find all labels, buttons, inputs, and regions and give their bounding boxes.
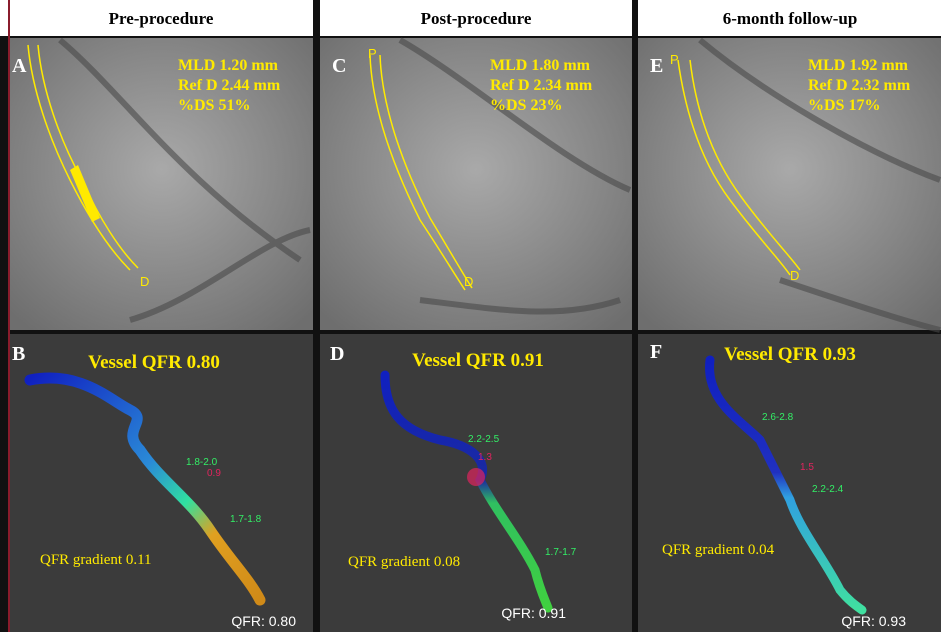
segment-label: 2.2-2.5 [468, 434, 500, 445]
vessel-qfr: Vessel QFR 0.93 [724, 344, 856, 365]
segment-label: 2.2-2.4 [812, 484, 844, 495]
separator [313, 0, 320, 632]
measurement: Ref D 2.34 mm [490, 77, 593, 94]
panel-letter: F [650, 341, 662, 363]
segment-label: 2.6-2.8 [762, 412, 794, 423]
segment-label: 1.3 [478, 452, 492, 463]
qfr-gradient: QFR gradient 0.08 [348, 554, 460, 570]
measurement: %DS 23% [490, 97, 562, 114]
panel-letter: E [650, 55, 663, 77]
measurement: MLD 1.80 mm [490, 57, 591, 74]
separator [632, 0, 638, 632]
vessel-marker: P [368, 46, 377, 61]
final-qfr: QFR: 0.91 [501, 605, 566, 621]
figure: Pre-procedure A D MLD 1.20 mm Ref D 2.44 mm%… [0, 0, 941, 632]
column-header: 6-month follow-up [723, 9, 858, 28]
panel-letter: A [12, 55, 27, 77]
measurement: Ref D 2.32 mm [808, 77, 911, 94]
vessel-marker: D [464, 274, 473, 289]
segment-label: 1.8-2.0 [186, 457, 218, 468]
measurement: %DS 17% [808, 97, 880, 114]
measurement: MLD 1.20 mm [178, 57, 279, 74]
segment-label: 1.7-1.8 [230, 514, 262, 525]
panel-letter: B [12, 343, 25, 365]
vessel-qfr: Vessel QFR 0.91 [412, 350, 544, 371]
vessel-marker: D [140, 274, 149, 289]
measurement: %DS 51% [178, 97, 250, 114]
qfr-gradient: QFR gradient 0.04 [662, 542, 775, 558]
panel-letter: D [330, 343, 344, 365]
column-header: Post-procedure [421, 9, 532, 28]
final-qfr: QFR: 0.93 [841, 613, 906, 629]
segment-label: 0.9 [207, 468, 221, 479]
panel-letter: C [332, 55, 346, 77]
qfr-gradient: QFR gradient 0.11 [40, 552, 152, 568]
qfr-panel [638, 334, 941, 632]
column-header: Pre-procedure [109, 9, 214, 28]
vessel-marker: P [670, 52, 679, 67]
vessel-marker: D [790, 268, 799, 283]
segment-label: 1.5 [800, 462, 814, 473]
segment-label: 1.7-1.7 [545, 547, 577, 558]
measurement: MLD 1.92 mm [808, 57, 909, 74]
measurement: Ref D 2.44 mm [178, 77, 281, 94]
final-qfr: QFR: 0.80 [231, 613, 296, 629]
vessel-qfr: Vessel QFR 0.80 [88, 352, 220, 373]
lesion-marker [467, 468, 485, 486]
